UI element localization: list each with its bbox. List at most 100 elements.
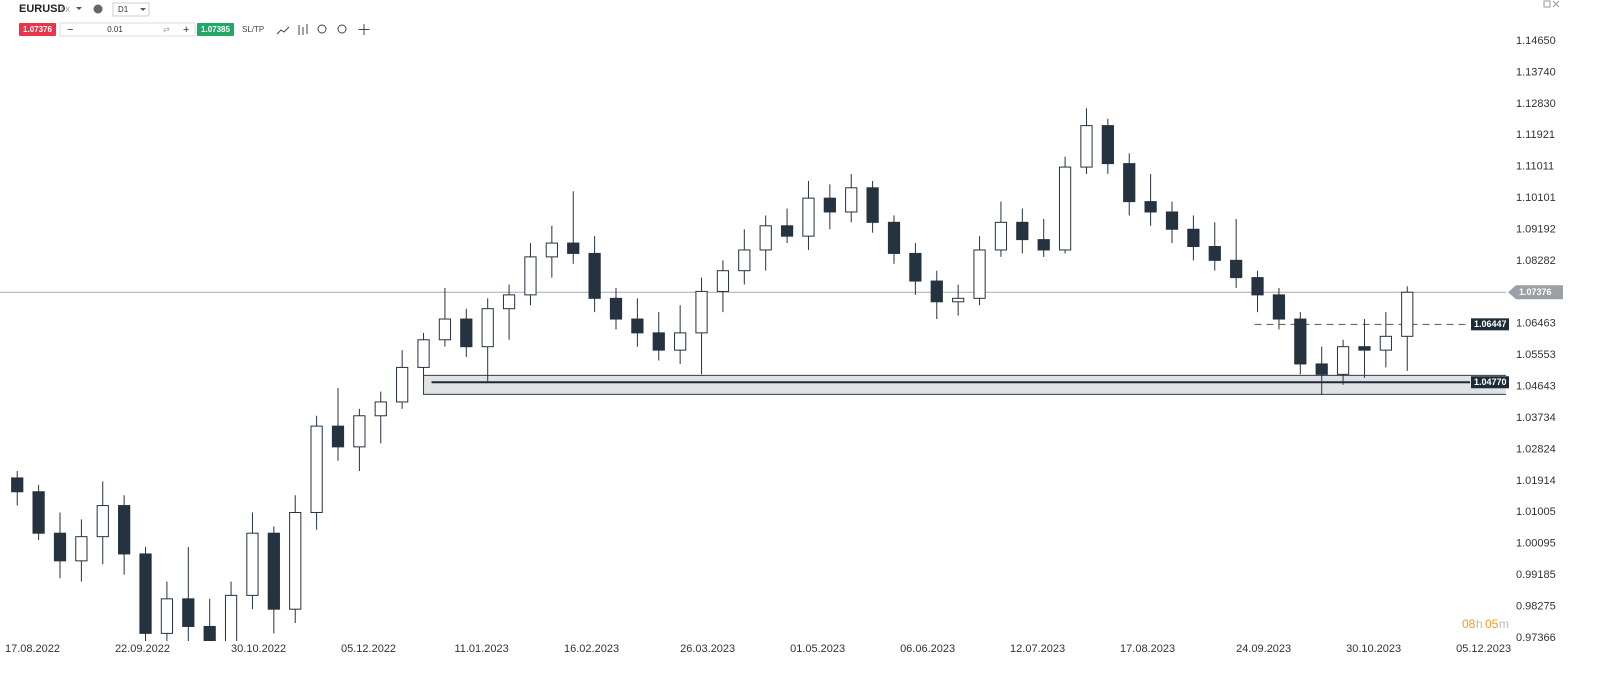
x-tick-label: 05.12.2023	[1456, 643, 1511, 655]
y-tick-label: 1.04643	[1516, 381, 1556, 393]
candle-body	[866, 187, 879, 223]
swap-icon[interactable]: ⇄	[163, 25, 170, 34]
window-restore[interactable]	[1543, 0, 1551, 8]
candle-body	[1037, 239, 1050, 251]
symbol[interactable]: EURUSD	[19, 3, 66, 15]
x-tick-label: 12.07.2023	[1010, 643, 1065, 655]
candle-body	[524, 256, 537, 296]
candle-body	[1101, 125, 1114, 165]
window-close[interactable]	[1552, 0, 1560, 8]
lot-field[interactable]	[59, 22, 196, 37]
candle-body	[1336, 346, 1350, 375]
candle-body	[674, 332, 687, 351]
candle-body	[481, 308, 494, 348]
x-tick-label: 11.01.2023	[454, 643, 508, 655]
dashed-level-tag-label: 1.06447	[1474, 319, 1507, 329]
timeframe[interactable]: D1	[118, 5, 129, 14]
candle-body	[973, 249, 986, 299]
candle-body	[139, 553, 152, 634]
sltp[interactable]: SL/TP	[242, 25, 264, 34]
candle-body	[994, 221, 1008, 251]
candle-body	[1165, 211, 1179, 230]
current-price-tag-bg	[1508, 285, 1563, 300]
candle-body	[1358, 346, 1371, 351]
countdown-hours: 08	[1462, 617, 1476, 631]
crosshair[interactable]	[358, 24, 370, 35]
x-tick-label: 22.09.2022	[115, 643, 170, 655]
candle-body	[609, 297, 623, 320]
y-tick-label: 1.06463	[1516, 318, 1556, 330]
y-tick-label: 0.97366	[1516, 632, 1556, 644]
market: FX	[61, 7, 70, 14]
support-tag-label: 1.04770	[1474, 377, 1507, 387]
y-tick-label: 0.99185	[1516, 569, 1556, 581]
line-tool[interactable]	[276, 26, 290, 35]
candle-body	[1315, 363, 1328, 375]
countdown-minutes: 05	[1485, 617, 1499, 631]
candle-body	[1294, 318, 1307, 365]
x-tick-label: 06.06.2023	[900, 643, 955, 655]
y-tick-label: 1.13740	[1516, 66, 1556, 78]
candle-body	[160, 598, 174, 634]
y-tick-label: 1.01914	[1516, 475, 1556, 487]
dashed-level-tag-bg	[1471, 318, 1509, 331]
candle-body	[267, 532, 280, 610]
candle-body	[396, 366, 409, 403]
candle-body	[502, 294, 516, 310]
lot[interactable]: 0.01	[107, 25, 123, 34]
candle-body	[96, 505, 109, 538]
y-tick-label: 1.00095	[1516, 538, 1556, 550]
sell-price[interactable]: 1.07376	[23, 25, 52, 34]
sell-button[interactable]	[19, 23, 56, 36]
buy-button[interactable]	[197, 23, 234, 36]
zoom-out[interactable]	[317, 24, 327, 34]
info-icon[interactable]	[93, 4, 103, 14]
minus[interactable]: −	[67, 24, 73, 36]
x-tick-label: 30.10.2023	[1346, 643, 1401, 655]
countdown-m: m	[1499, 617, 1509, 631]
candle-body	[417, 339, 430, 368]
timeframe-select[interactable]	[112, 2, 150, 17]
candle-body	[716, 270, 730, 292]
support-tag: 1.04770	[1471, 376, 1509, 389]
buy-price[interactable]: 1.07385	[201, 25, 230, 34]
candle-body	[1187, 228, 1200, 248]
plus[interactable]: +	[183, 24, 189, 36]
candle-body	[1272, 294, 1286, 320]
candle-body	[631, 318, 644, 334]
candle-body	[823, 197, 836, 213]
chart-type[interactable]	[298, 24, 308, 35]
candle-body	[567, 242, 580, 254]
symbol-caret[interactable]	[76, 7, 82, 10]
candle-body	[802, 197, 815, 237]
candle-body	[460, 318, 473, 348]
axes: 1.14650 1.13740 1.12830 1.11921 1.11011 1.101…	[5, 35, 1563, 655]
candle-body	[738, 249, 751, 272]
candle-body	[1080, 125, 1093, 168]
candle-body	[759, 225, 772, 251]
candle-body	[11, 477, 24, 493]
candle-body	[1058, 166, 1072, 251]
zoom-in[interactable]	[337, 24, 347, 34]
countdown-h: h	[1476, 617, 1483, 631]
y-tick-label: 1.03734	[1516, 412, 1556, 424]
y-tick-label: 1.12830	[1516, 98, 1556, 110]
candle-body	[1016, 221, 1029, 241]
x-tick-label: 17.08.2023	[1120, 643, 1175, 655]
candle-body	[289, 511, 302, 610]
candle-body	[203, 625, 216, 641]
x-tick-label: 16.02.2023	[564, 643, 619, 655]
x-tick-label: 17.08.2022	[5, 643, 60, 655]
candle-body	[1230, 259, 1243, 279]
y-tick-label: 1.10101	[1516, 192, 1556, 204]
y-tick-label: 1.09192	[1516, 223, 1556, 235]
candle-body	[1401, 291, 1414, 337]
current-price-tag: 1.07376	[1508, 285, 1563, 300]
candle-body	[1144, 201, 1157, 213]
candle-body	[331, 425, 345, 448]
x-tick-label: 05.12.2022	[341, 643, 396, 655]
x-tick-label: 30.10.2022	[231, 643, 286, 655]
candle-body	[1123, 163, 1136, 203]
y-tick-label: 1.11921	[1516, 129, 1555, 141]
